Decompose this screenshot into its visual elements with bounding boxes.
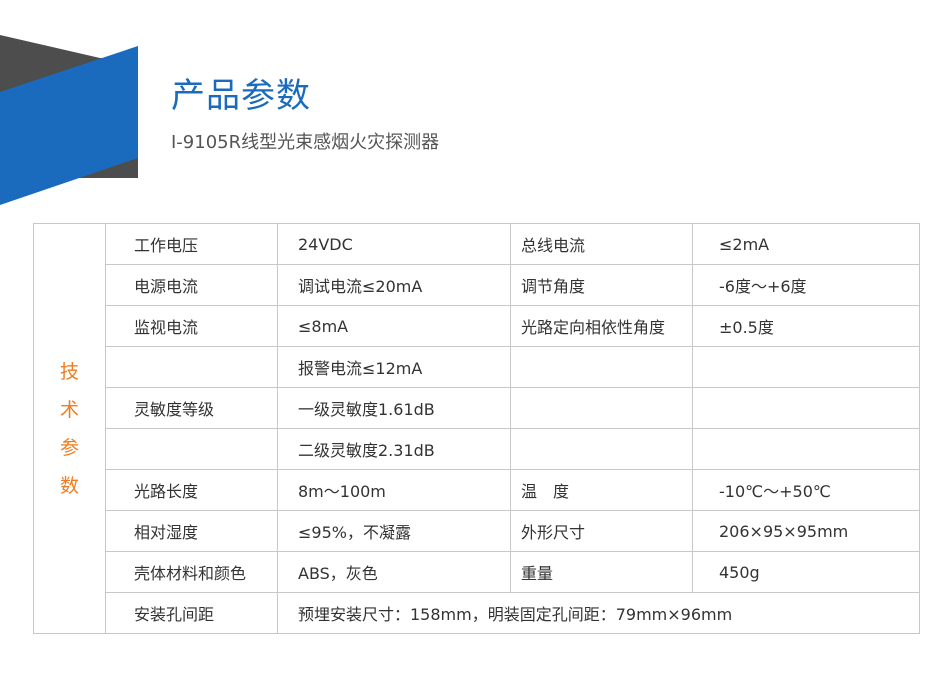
spec-value: 报警电流≤12mA	[277, 346, 511, 388]
spec-value: ≤8mA	[277, 305, 511, 347]
spec-label	[105, 346, 278, 388]
spec-value	[692, 387, 920, 429]
spec-label: 监视电流	[105, 305, 278, 347]
spec-label: 灵敏度等级	[105, 387, 278, 429]
spec-value: 二级灵敏度2.31dB	[277, 428, 511, 470]
spec-label: 安装孔间距	[105, 592, 278, 634]
table-row: 监视电流 ≤8mA 光路定向相依性角度 ±0.5度	[34, 305, 920, 347]
table-row: 壳体材料和颜色 ABS，灰色 重量 450g	[34, 551, 920, 593]
spec-label: 光路定向相依性角度	[510, 305, 693, 347]
section-label-char: 数	[59, 474, 79, 497]
spec-value: 8m～100m	[277, 469, 511, 511]
spec-value	[692, 428, 920, 470]
decorative-banner	[0, 35, 138, 205]
spec-value: 206×95×95mm	[692, 510, 920, 552]
table-row: 安装孔间距 预埋安装尺寸：158mm，明装固定孔间距：79mm×96mm	[34, 592, 920, 634]
spec-value: 预埋安装尺寸：158mm，明装固定孔间距：79mm×96mm	[277, 592, 920, 634]
table-row: 报警电流≤12mA	[34, 346, 920, 388]
spec-label: 电源电流	[105, 264, 278, 306]
spec-table: 技术参数工作电压 24VDC 总线电流 ≤2mA 电源电流 调试电流≤20mA 调节角度 -6…	[33, 223, 920, 634]
spec-value: 调试电流≤20mA	[277, 264, 511, 306]
spec-label: 工作电压	[105, 223, 278, 265]
table-row: 二级灵敏度2.31dB	[34, 428, 920, 470]
spec-label	[510, 428, 693, 470]
section-label-char: 术	[59, 398, 79, 421]
spec-label	[105, 428, 278, 470]
banner-blue-shape	[0, 46, 138, 205]
spec-label: 相对湿度	[105, 510, 278, 552]
spec-value: ±0.5度	[692, 305, 920, 347]
table-row: 相对湿度 ≤95%，不凝露 外形尺寸 206×95×95mm	[34, 510, 920, 552]
table-row: 电源电流 调试电流≤20mA 调节角度 -6度～+6度	[34, 264, 920, 306]
spec-value	[692, 346, 920, 388]
table-row: 光路长度 8m～100m 温 度 -10℃～+50℃	[34, 469, 920, 511]
spec-label: 调节角度	[510, 264, 693, 306]
spec-value: ≤2mA	[692, 223, 920, 265]
section-label-char: 参	[59, 436, 79, 459]
table-row: 灵敏度等级 一级灵敏度1.61dB	[34, 387, 920, 429]
spec-value: ABS，灰色	[277, 551, 511, 593]
section-label-char: 技	[59, 360, 79, 383]
spec-value: 24VDC	[277, 223, 511, 265]
spec-value: 450g	[692, 551, 920, 593]
spec-value: -10℃～+50℃	[692, 469, 920, 511]
spec-value: 一级灵敏度1.61dB	[277, 387, 511, 429]
spec-label	[510, 387, 693, 429]
table-row: 技术参数工作电压 24VDC 总线电流 ≤2mA	[33, 223, 920, 634]
spec-label	[510, 346, 693, 388]
spec-label: 壳体材料和颜色	[105, 551, 278, 593]
spec-value: ≤95%，不凝露	[277, 510, 511, 552]
page-title: 产品参数	[171, 76, 311, 116]
spec-label: 重量	[510, 551, 693, 593]
section-label: 技术参数	[33, 223, 106, 634]
product-name: I-9105R线型光束感烟火灾探测器	[171, 132, 440, 153]
spec-value: -6度～+6度	[692, 264, 920, 306]
spec-label: 外形尺寸	[510, 510, 693, 552]
spec-label: 光路长度	[105, 469, 278, 511]
spec-label: 温 度	[510, 469, 693, 511]
spec-label: 总线电流	[510, 223, 693, 265]
